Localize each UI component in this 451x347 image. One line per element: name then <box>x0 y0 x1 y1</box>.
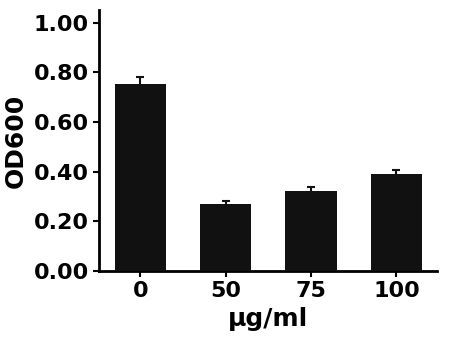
Bar <box>200 204 251 271</box>
Y-axis label: OD600: OD600 <box>4 93 28 188</box>
Bar <box>371 174 422 271</box>
X-axis label: μg/ml: μg/ml <box>228 307 308 331</box>
Bar <box>285 191 337 271</box>
Bar <box>115 84 166 271</box>
